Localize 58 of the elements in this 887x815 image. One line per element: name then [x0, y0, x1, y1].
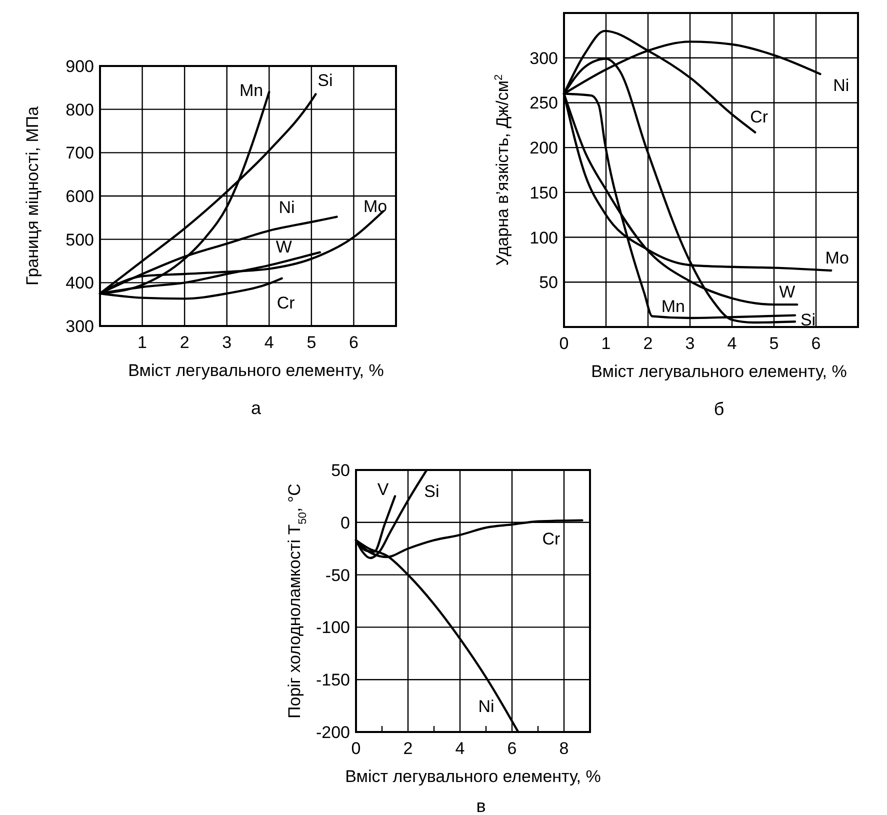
text: а	[250, 398, 262, 418]
series-label: Ni	[478, 697, 494, 716]
x-tick-label: 5	[769, 334, 779, 353]
x-tick-label: 2	[403, 739, 413, 758]
y-tick-label: 500	[66, 230, 94, 250]
x-tick-label: 6	[811, 334, 821, 353]
series-label: Mo	[825, 248, 849, 268]
y-tick-label: 300	[66, 317, 94, 336]
x-axis-title: Вміст легувального елементу, %	[128, 361, 384, 380]
series-label: Mo	[364, 197, 388, 216]
x-axis-title: Вміст легувального елементу, %	[591, 362, 847, 381]
x-tick-label: 4	[264, 333, 274, 352]
x-axis-title: Вміст легувального елементу, %	[345, 767, 601, 786]
series-label: Ni	[278, 198, 295, 217]
x-tick-label: 6	[507, 739, 517, 758]
x-tick-label: 8	[559, 739, 569, 758]
x-tick-label: 2	[180, 333, 190, 352]
y-tick-label: 900	[66, 57, 94, 76]
x-tick-label: 5	[306, 333, 316, 352]
y-tick-label: -150	[316, 670, 350, 690]
x-tick-label: 4	[727, 334, 737, 353]
series-label: W	[779, 282, 796, 302]
y-tick-label: 400	[66, 274, 94, 293]
y-tick-label: 800	[66, 100, 94, 120]
series-label: Cr	[542, 529, 560, 548]
series-label: Cr	[750, 107, 768, 126]
y-tick-label: 700	[66, 144, 94, 163]
text: б	[714, 399, 724, 419]
x-tick-label: 3	[222, 333, 232, 352]
y-tick-label: 600	[66, 187, 94, 206]
series-label: Si	[424, 482, 440, 501]
series-label: V	[377, 480, 390, 500]
y-tick-label: 300	[530, 48, 558, 68]
y-tick-label: 150	[530, 183, 558, 202]
series-label: Mn	[240, 81, 264, 100]
y-tick-label: -100	[316, 618, 350, 638]
y-tick-label: 250	[530, 94, 558, 113]
x-tick-label: 4	[455, 739, 465, 758]
series-label: Ni	[833, 76, 850, 96]
text: в	[476, 796, 486, 815]
y-tick-label: 50	[539, 273, 558, 292]
x-tick-label: 1	[601, 334, 611, 353]
x-tick-label: 3	[685, 334, 695, 353]
series-label: W	[276, 237, 292, 256]
series-label: Si	[318, 71, 333, 90]
y-tick-label: 0	[340, 513, 350, 532]
y-tick-label: 50	[331, 461, 350, 480]
series-label: Si	[800, 310, 816, 330]
y-tick-label: 100	[530, 228, 558, 248]
x-tick-label: 2	[643, 334, 653, 353]
series-label: Cr	[276, 293, 296, 312]
y-axis-title: Границя міцності, МПа	[23, 106, 42, 286]
x-tick-label: 1	[138, 333, 148, 352]
y-tick-label: -50	[325, 566, 350, 585]
x-tick-label: 6	[348, 333, 358, 352]
y-tick-label: -200	[316, 723, 350, 742]
series-label: Mn	[661, 297, 686, 316]
y-tick-label: 200	[530, 138, 558, 158]
